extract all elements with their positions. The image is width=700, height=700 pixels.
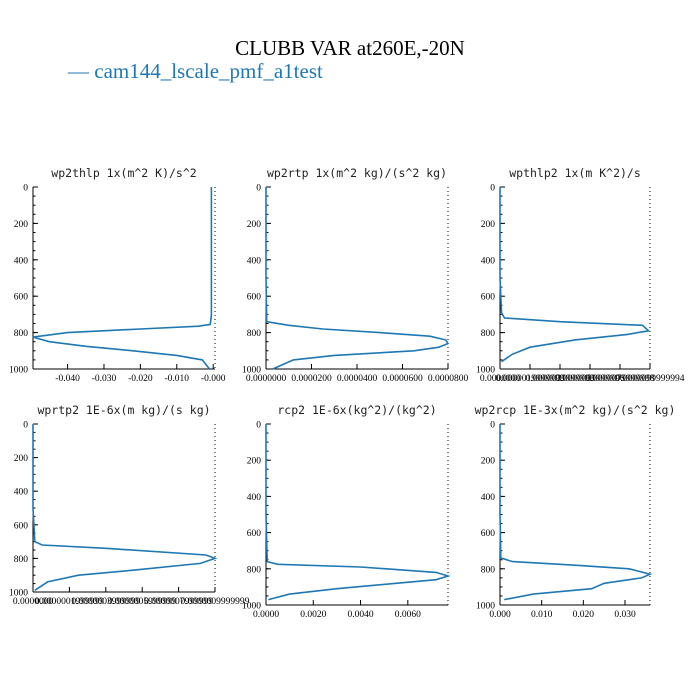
y-tick-label: 800: [247, 329, 262, 339]
y-tick-label: 600: [247, 529, 262, 539]
series-line: [265, 424, 451, 601]
x-tick-label: -0.040: [55, 374, 80, 384]
y-tick-label: 0: [256, 421, 261, 431]
y-tick-label: 1000: [9, 589, 28, 599]
x-tick-label: 0.0000800: [428, 374, 469, 384]
y-tick-label: 400: [14, 256, 29, 266]
x-tick-label: 0.0000007999999: [144, 597, 213, 607]
x-tick-label: 0.0060: [395, 610, 421, 620]
series-line: [499, 424, 653, 601]
x-tick-label: 0.0000200: [291, 374, 332, 384]
y-tick-label: 200: [14, 454, 29, 464]
x-tick-label: 0.0000009999999: [181, 597, 250, 607]
legend: — cam144_lscale_pmf_a1test: [68, 59, 323, 84]
y-tick-label: 1000: [242, 602, 261, 612]
x-tick-label: 0.0000059999996: [556, 374, 625, 384]
x-tick-label: 0.0000099999994: [616, 374, 685, 384]
y-tick-label: 200: [247, 457, 262, 467]
x-tick-label: 0.0040: [347, 610, 373, 620]
y-tick-label: 800: [14, 555, 29, 565]
y-tick-label: 200: [481, 220, 496, 230]
x-tick-label: 0.000: [489, 610, 511, 620]
y-tick-label: 1000: [476, 602, 495, 612]
y-tick-label: 0: [490, 421, 495, 431]
y-tick-label: 1000: [242, 366, 261, 376]
panel-2: wp2rtp 1x(m^2 kg)/(s^2 kg) 0 200 400 600 800 1…: [242, 166, 468, 384]
y-tick-label: 0: [23, 184, 28, 194]
panel-3: wpthlp2 1x(m K^2)/s020040060080010000.00…: [476, 166, 685, 384]
figure-title: CLUBB VAR at260E,-20N: [235, 36, 465, 60]
x-tick-label: 0.0000000: [480, 374, 521, 384]
x-tick-label: -0.020: [128, 374, 153, 384]
y-tick-label: 600: [14, 293, 29, 303]
y-tick-label: 1000: [9, 366, 28, 376]
legend-label: cam144_lscale_pmf_a1test: [94, 59, 323, 83]
y-tick-label: 600: [481, 529, 496, 539]
x-tick-label: 0.0000039999999: [526, 374, 595, 384]
panel-4: wprtp2 1E-6x(m kg)/(s kg) 0 200 400 600 800 10…: [9, 403, 250, 607]
legend-line-marker: —: [68, 59, 89, 83]
x-tick-label: 0.020: [573, 610, 595, 620]
panel-title: rcp2 1E-6x(kg^2)/(kg^2): [277, 403, 436, 417]
x-tick-label: 0.0000000: [13, 597, 54, 607]
y-tick-label: 0: [490, 184, 495, 194]
y-tick-label: 0: [256, 184, 261, 194]
x-tick-label: 0.0000000: [246, 374, 287, 384]
y-tick-label: 1000: [476, 366, 495, 376]
x-tick-label: 0.0000019999999: [496, 374, 565, 384]
series-line: [265, 187, 450, 370]
y-tick-label: 400: [14, 488, 29, 498]
x-tick-label: 0.0000079999998: [586, 374, 655, 384]
x-tick-label: 0.0000001999999: [35, 597, 104, 607]
x-tick-label: 0.0000: [253, 610, 279, 620]
panel-title: wpthlp2 1x(m K^2)/s: [509, 166, 641, 180]
y-tick-label: 200: [14, 220, 29, 230]
x-tick-label: 0.0020: [300, 610, 326, 620]
series-line: [32, 187, 213, 370]
panel-1: wp2thlp 1x(m^2 K)/s^2 0 200 400 600 800 1000 -0…: [9, 166, 226, 384]
x-tick-label: 0.0000600: [382, 374, 423, 384]
y-tick-label: 0: [23, 421, 28, 431]
panel-6: wp2rcp 1E-3x(m^2 kg)/(s^2 kg) 0 200 400 600 8…: [475, 403, 676, 620]
y-tick-label: 600: [14, 521, 29, 531]
series-line: [32, 424, 218, 591]
x-tick-label: -0.000: [201, 374, 226, 384]
y-tick-label: 200: [481, 457, 496, 467]
y-tick-label: 400: [481, 493, 496, 503]
y-tick-label: 600: [247, 293, 262, 303]
x-tick-label: -0.010: [165, 374, 190, 384]
y-tick-label: 400: [481, 256, 496, 266]
x-tick-label: 0.010: [531, 610, 553, 620]
panel-title: wp2rcp 1E-3x(m^2 kg)/(s^2 kg): [475, 403, 676, 417]
x-tick-label: 0.030: [614, 610, 636, 620]
y-tick-label: 800: [481, 329, 496, 339]
x-tick-label: 0.0000003999999: [71, 597, 140, 607]
y-tick-label: 800: [247, 565, 262, 575]
panel-5: rcp2 1E-6x(kg^2)/(kg^2) 0 200 400 600 800 1000…: [242, 403, 451, 620]
panel-title: wp2thlp 1x(m^2 K)/s^2: [51, 166, 196, 180]
y-tick-label: 400: [247, 493, 262, 503]
panel-title: wprtp2 1E-6x(m kg)/(s kg): [37, 403, 210, 417]
series-line: [499, 187, 651, 363]
y-tick-label: 600: [481, 293, 496, 303]
y-tick-label: 200: [247, 220, 262, 230]
panel-title: wp2rtp 1x(m^2 kg)/(s^2 kg): [267, 166, 447, 180]
y-tick-label: 400: [247, 256, 262, 266]
x-tick-label: 0.0000005999999: [108, 597, 177, 607]
y-tick-label: 800: [481, 565, 496, 575]
x-tick-label: 0.0000400: [337, 374, 378, 384]
x-tick-label: -0.030: [92, 374, 117, 384]
y-tick-label: 800: [14, 329, 29, 339]
